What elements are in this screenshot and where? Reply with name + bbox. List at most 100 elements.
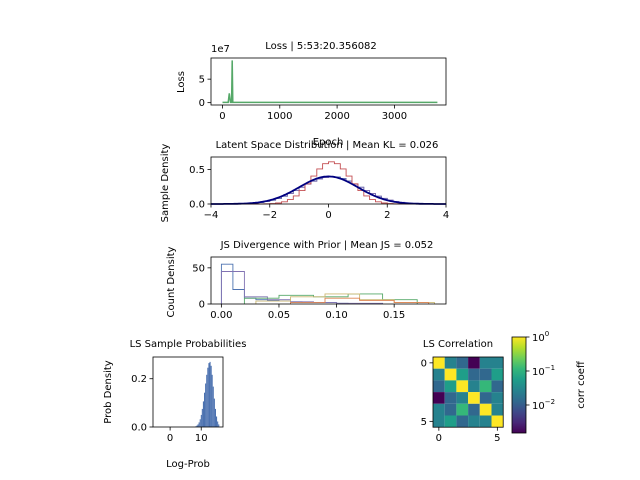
latent-axes-frame (210, 156, 447, 205)
y-tick-label: 50 (192, 263, 205, 274)
y-tick-label: 0.0 (131, 423, 147, 434)
prob-bar (218, 424, 220, 427)
loss-series-line (222, 60, 438, 104)
x-tick-label: 0 (325, 210, 331, 221)
corr-x-tick-label: 0 (436, 433, 442, 444)
x-tick-label: −4 (204, 210, 219, 221)
corr-cell (456, 415, 469, 428)
corr-cell (468, 380, 480, 393)
corr-cell (491, 368, 504, 381)
js-hist-1 (220, 271, 384, 304)
prob-bar (209, 361, 211, 427)
corr-cell (491, 357, 504, 369)
loss-axes-frame (210, 57, 447, 106)
x-tick-label: 0.10 (325, 310, 347, 321)
corr-cell (456, 380, 469, 393)
corr-cell (444, 403, 457, 416)
x-tick-label: 10 (195, 433, 208, 444)
corr-title: LS Correlation (423, 339, 493, 350)
corr-cell (491, 380, 504, 393)
loss-marks: 0 1000 2000 3000 0 5 (199, 60, 438, 122)
prob-bar (217, 421, 219, 427)
corr-cell (479, 403, 492, 416)
prob-bar (212, 386, 214, 427)
corr-cell (468, 392, 480, 404)
prob-bar (199, 419, 201, 427)
corr-cell (444, 357, 457, 369)
corr-cell (456, 368, 469, 381)
prob-ylabel: Prob Density (103, 360, 114, 423)
js-axes-frame (210, 256, 447, 305)
corr-cell (456, 392, 469, 404)
prob-bar (211, 374, 213, 427)
prob-bar (206, 374, 208, 427)
corr-cell (491, 392, 504, 404)
prob-bar (197, 424, 199, 427)
corr-cell (444, 392, 457, 404)
prob-marks: 0 10 0.0 0.2 (131, 361, 220, 444)
corr-cell (444, 415, 457, 428)
y-tick-label: 0.0 (189, 200, 205, 211)
loss-ylabel: Loss (176, 71, 187, 93)
corr-cell (433, 403, 445, 416)
prob-bar (213, 398, 215, 427)
prob-bar (200, 414, 202, 427)
prob-bar (208, 363, 210, 427)
prob-xlabel: Log-Prob (166, 459, 210, 470)
y-tick-label: 0 (199, 98, 205, 109)
y-tick-label: 0.5 (189, 165, 205, 176)
loss-xlabel: Epoch (313, 137, 344, 148)
corr-cell (444, 380, 457, 393)
corr-y-tick-label: 0 (421, 358, 427, 369)
x-tick-label: 2000 (324, 111, 349, 122)
loss-title: Loss | 5:53:20.356082 (265, 41, 377, 52)
prob-title: LS Sample Probabilities (130, 339, 247, 350)
corr-cell (433, 415, 445, 428)
js-hist-4 (290, 297, 430, 304)
colorbar-tick-label: 10−1 (532, 364, 555, 378)
prob-bar (214, 408, 216, 427)
loss-offset-label: 1e7 (211, 44, 230, 55)
corr-cell (491, 415, 504, 428)
latent-ylabel: Sample Density (160, 144, 171, 223)
x-tick-label: 0.15 (383, 310, 405, 321)
y-tick-label: 0.2 (131, 374, 147, 385)
x-tick-label: 0 (167, 433, 173, 444)
js-panel: JS Divergence with Prior | Mean JS = 0.0… (166, 240, 447, 321)
js-ylabel: Count Density (166, 246, 177, 317)
corr-cell (468, 357, 480, 369)
x-tick-label: 3000 (382, 111, 407, 122)
corr-cell (433, 392, 445, 404)
prob-bar (216, 416, 218, 427)
corr-cell (433, 380, 445, 393)
colorbar-tick-label: 10−2 (532, 398, 555, 412)
colorbar (511, 336, 527, 434)
corr-cell (479, 357, 492, 369)
loss-panel: Loss | 5:53:20.356082 1e7 Loss Epoch 0 10… (176, 41, 447, 148)
corr-cell (479, 392, 492, 404)
latent-panel: Latent Space Distribution | Mean KL = 0.… (160, 140, 449, 222)
corr-cell (479, 415, 492, 428)
latent-series-1 (211, 176, 446, 205)
x-tick-label: −2 (262, 210, 277, 221)
latent-title: Latent Space Distribution | Mean KL = 0.… (216, 140, 439, 151)
y-tick-label: 5 (199, 75, 205, 86)
prob-panel: LS Sample Probabilities Prob Density Log… (103, 339, 246, 470)
latent-series-3 (211, 175, 446, 205)
corr-colorbar-label: corr coeff (576, 360, 587, 409)
prob-bar (204, 392, 206, 427)
corr-cell (468, 368, 480, 381)
prob-bar (201, 408, 203, 427)
js-marks: 0.00 0.05 0.10 0.15 0 50 (192, 263, 435, 321)
x-tick-label: 0.00 (210, 310, 232, 321)
y-tick-label: 0 (199, 300, 205, 311)
colorbar-tick-exponent: −1 (545, 364, 555, 372)
x-tick-label: 0 (219, 111, 225, 122)
corr-cell (444, 368, 457, 381)
colorbar-tick-label: 100 (532, 330, 549, 344)
prob-bar (207, 367, 209, 427)
x-tick-label: 0.05 (268, 310, 290, 321)
